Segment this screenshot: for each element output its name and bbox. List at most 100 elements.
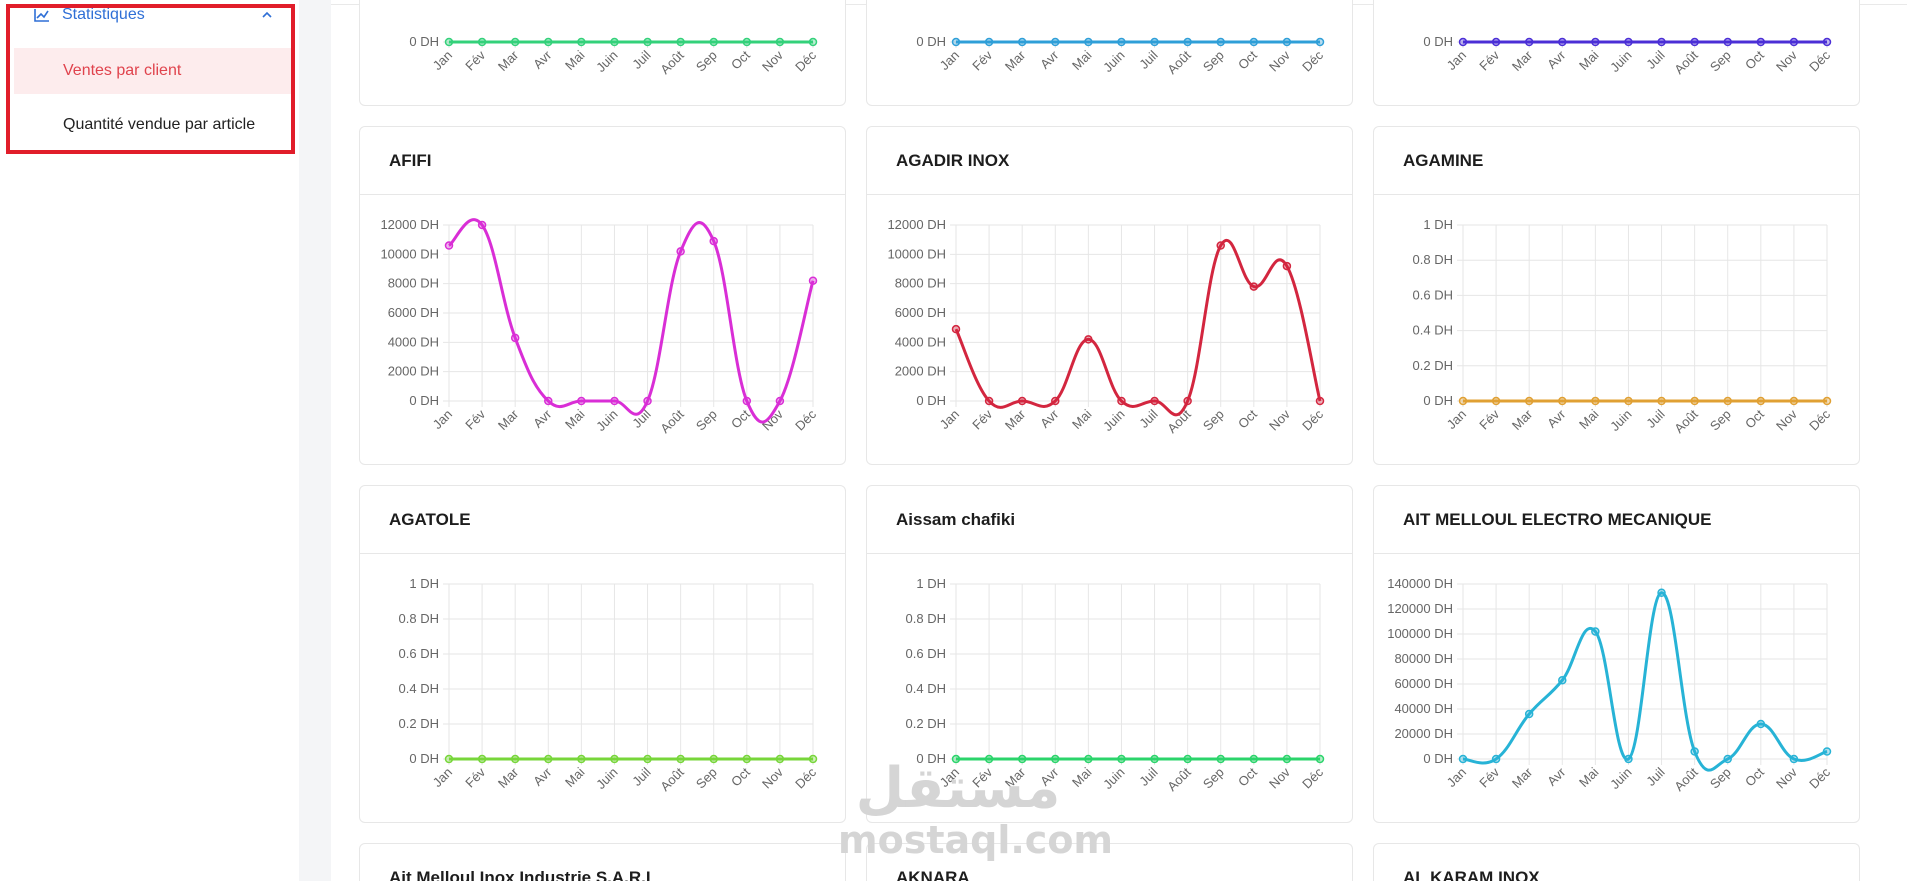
card-divider bbox=[867, 194, 1352, 195]
data-point bbox=[1084, 37, 1093, 47]
data-point bbox=[1150, 396, 1159, 406]
x-tick-label: Juil bbox=[1643, 47, 1667, 71]
x-tick-label: Sep bbox=[693, 765, 720, 792]
x-tick-label: Juil bbox=[1643, 406, 1667, 430]
card-divider bbox=[1374, 553, 1859, 554]
y-tick-label: 0.6 DH bbox=[399, 646, 439, 661]
y-tick-label: 0.8 DH bbox=[906, 611, 946, 626]
data-point bbox=[742, 396, 752, 406]
nav-item-ventes-par-client[interactable]: Ventes par client bbox=[14, 48, 291, 94]
y-tick-label: 120000 DH bbox=[1387, 601, 1453, 616]
x-tick-label: Déc bbox=[1299, 406, 1326, 433]
data-point bbox=[1084, 335, 1093, 344]
data-point bbox=[1723, 37, 1732, 47]
y-tick-label: 40000 DH bbox=[1394, 701, 1453, 716]
data-point bbox=[1117, 37, 1126, 47]
series-line bbox=[447, 218, 815, 424]
x-tick-label: Juin bbox=[1100, 48, 1127, 75]
data-point bbox=[742, 37, 752, 47]
content-gutter bbox=[299, 0, 331, 881]
line-chart: 12000 DH 10000 DH 8000 DH 6000 DH 4000 DH 200… bbox=[380, 217, 819, 436]
nav-section-label: Statistiques bbox=[62, 6, 145, 23]
data-point bbox=[1524, 37, 1534, 47]
y-tick-label: 8000 DH bbox=[388, 276, 439, 291]
data-point bbox=[1282, 754, 1292, 764]
x-tick-label: Avr bbox=[1544, 406, 1569, 431]
x-tick-label: Fév bbox=[1476, 47, 1502, 73]
x-tick-label: Fév bbox=[969, 406, 995, 432]
data-point bbox=[984, 754, 994, 764]
chevron-up-icon[interactable] bbox=[260, 8, 274, 22]
data-point bbox=[1591, 37, 1600, 47]
x-tick-label: Mai bbox=[1576, 764, 1601, 789]
data-point bbox=[1084, 754, 1093, 764]
y-tick-label: 1 DH bbox=[1423, 217, 1453, 232]
x-tick-label: Oct bbox=[1235, 47, 1260, 72]
data-point bbox=[775, 754, 785, 764]
chart-card: AFIFI 12000 DH 10000 DH 8000 DH 6000 DH 4000… bbox=[359, 126, 846, 465]
data-point bbox=[1491, 396, 1501, 406]
y-tick-label: 1 DH bbox=[916, 576, 946, 591]
x-tick-label: Déc bbox=[1299, 764, 1326, 791]
y-tick-label: 1 DH bbox=[409, 576, 439, 591]
x-tick-label: Juin bbox=[1607, 48, 1634, 75]
x-tick-label: Nov bbox=[1266, 406, 1293, 433]
chart-card: 0 DH Jan Fév Mar Avr Mai Juin Juil Août Sep Oct Nov… bbox=[359, 0, 846, 106]
data-point bbox=[477, 37, 487, 47]
card-title: AFIFI bbox=[389, 151, 432, 170]
x-tick-label: Mai bbox=[1576, 406, 1601, 431]
x-tick-label: Mai bbox=[562, 406, 587, 431]
x-tick-label: Juin bbox=[1607, 407, 1634, 434]
data-point bbox=[1249, 754, 1259, 764]
data-point bbox=[1458, 37, 1468, 47]
chart-card: Ait Melloul Inox Industrie S.A.R.L bbox=[359, 843, 846, 881]
data-point bbox=[477, 754, 487, 764]
x-tick-label: Sep bbox=[1707, 407, 1734, 434]
data-point bbox=[1558, 396, 1567, 406]
chart-card: AGAMINE 1 DH 0.8 DH 0.6 DH 0.4 DH 0.2 DH 0 DH… bbox=[1373, 126, 1860, 465]
data-point bbox=[1017, 37, 1027, 47]
chart-card: AIT MELLOUL ELECTRO MECANIQUE 140000 DH 1… bbox=[1373, 485, 1860, 823]
data-point bbox=[1657, 588, 1666, 597]
y-tick-label: 0 DH bbox=[916, 34, 946, 49]
nav-section-statistiques[interactable]: Statistiques bbox=[34, 0, 274, 30]
y-tick-label: 20000 DH bbox=[1394, 726, 1453, 741]
card-divider bbox=[867, 553, 1352, 554]
x-tick-label: Jan bbox=[1444, 765, 1469, 790]
card-title: AKNARA bbox=[896, 868, 970, 881]
x-tick-label: Mar bbox=[495, 764, 522, 791]
card-divider bbox=[360, 553, 845, 554]
data-point bbox=[1690, 396, 1699, 406]
data-point bbox=[1558, 37, 1567, 47]
data-point bbox=[1491, 37, 1501, 47]
data-point bbox=[577, 754, 586, 764]
y-tick-label: 100000 DH bbox=[1387, 626, 1453, 641]
x-tick-label: Fév bbox=[1476, 406, 1502, 432]
y-tick-label: 0.8 DH bbox=[1413, 252, 1453, 267]
y-tick-label: 0 DH bbox=[409, 34, 439, 49]
data-point bbox=[984, 37, 994, 47]
data-point bbox=[1756, 719, 1766, 729]
x-tick-label: Juil bbox=[1643, 764, 1667, 788]
watermark-latin: mostaql.com bbox=[838, 817, 1114, 862]
data-point bbox=[1591, 627, 1600, 636]
data-point bbox=[577, 396, 586, 406]
x-tick-label: Mai bbox=[1576, 47, 1601, 72]
x-tick-label: Avr bbox=[530, 764, 555, 789]
data-point bbox=[643, 37, 652, 47]
y-tick-label: 0.8 DH bbox=[399, 611, 439, 626]
x-tick-label: Mar bbox=[495, 47, 522, 74]
data-point bbox=[676, 37, 685, 47]
nav-item-quantite-vendue[interactable]: Quantité vendue par article bbox=[14, 102, 291, 148]
data-point bbox=[808, 276, 818, 285]
data-point bbox=[1822, 37, 1832, 47]
x-tick-label: Nov bbox=[759, 47, 786, 74]
x-tick-label: Mai bbox=[1069, 406, 1094, 431]
y-tick-label: 8000 DH bbox=[895, 276, 946, 291]
x-tick-label: Oct bbox=[1742, 764, 1767, 789]
chart-card: AGATOLE 1 DH 0.8 DH 0.6 DH 0.4 DH 0.2 DH 0 DH… bbox=[359, 485, 846, 823]
x-tick-label: Déc bbox=[792, 406, 819, 433]
